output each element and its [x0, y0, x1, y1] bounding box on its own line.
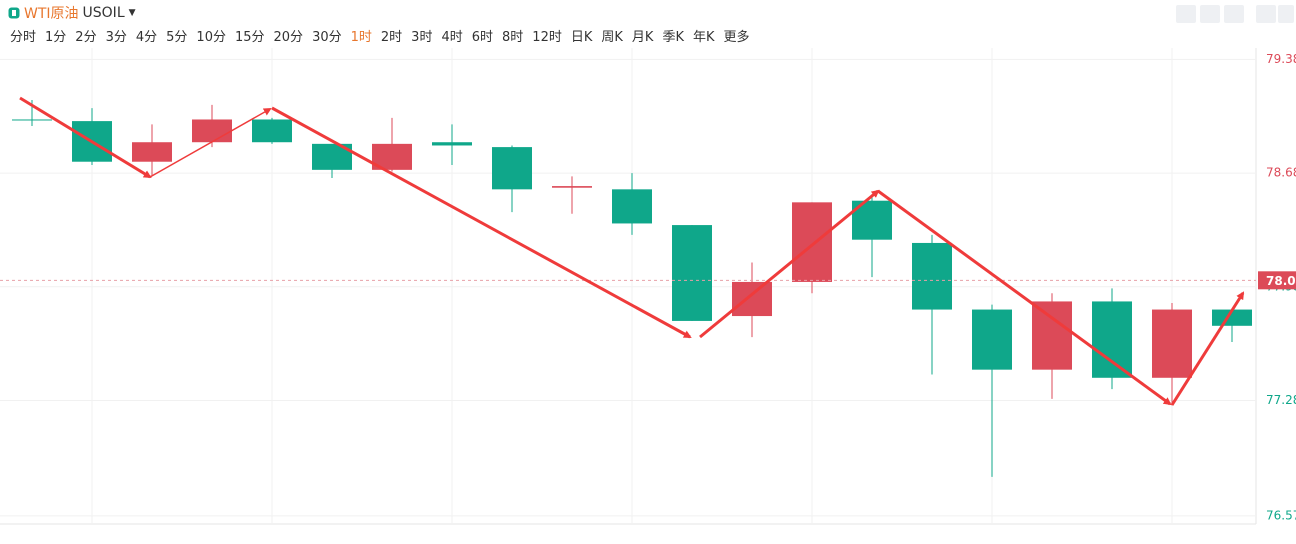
candle-body — [1092, 301, 1132, 378]
period-button[interactable]: 季K — [662, 30, 684, 45]
tool-icon[interactable] — [1224, 5, 1244, 23]
annotation-arrow — [699, 189, 880, 339]
period-button[interactable]: 1分 — [45, 30, 67, 45]
candle-body — [972, 309, 1012, 370]
annotation-arrow — [271, 106, 692, 339]
period-button[interactable]: 3时 — [411, 30, 433, 45]
tool-icon[interactable] — [1176, 5, 1196, 23]
candle-body — [192, 119, 232, 143]
annotation-arrow — [1170, 291, 1245, 406]
tool-icon[interactable] — [1200, 5, 1220, 23]
annotation-arrow — [19, 96, 152, 179]
candle-body — [1032, 301, 1072, 370]
period-button[interactable]: 2分 — [75, 30, 97, 45]
y-tick-label: 78.68 — [1266, 166, 1296, 180]
symbol-icon — [8, 7, 20, 19]
symbol-name: WTI原油 — [24, 6, 79, 22]
y-tick-label: 76.57 — [1266, 508, 1296, 522]
candle-body — [1152, 309, 1192, 378]
period-button[interactable]: 年K — [692, 30, 715, 45]
current-price-label: 78.02 — [1266, 274, 1296, 288]
period-button[interactable]: 4时 — [441, 30, 463, 45]
period-button[interactable]: 分时 — [10, 30, 37, 45]
candle-body — [552, 186, 592, 188]
period-button[interactable]: 2时 — [380, 30, 403, 45]
candle-body — [432, 142, 472, 146]
tool-icon[interactable] — [1256, 5, 1276, 23]
candle-body — [792, 202, 832, 282]
period-button[interactable]: 30分 — [312, 30, 342, 45]
candle-body — [12, 119, 52, 121]
period-bar: 分时 1分 2分 3分 4分 5分 10分 15分 20分 30分 1时 2时 3时 4时 6时 8时 12时日… — [10, 26, 750, 45]
period-button[interactable]: 5分 — [166, 30, 188, 45]
y-tick-label: 79.38 — [1266, 52, 1296, 66]
candle-body — [1212, 309, 1252, 326]
period-button[interactable]: 12时 — [532, 30, 562, 45]
annotation-arrow — [149, 108, 272, 178]
symbol-code: USOIL — [82, 5, 125, 21]
annotation-arrow — [877, 189, 1172, 406]
dropdown-caret: ▼ — [128, 8, 136, 18]
period-button[interactable]: 15分 — [234, 30, 265, 45]
period-button[interactable]: 更多 — [723, 30, 750, 45]
period-button[interactable]: 8时 — [502, 30, 524, 45]
candle-body — [492, 147, 532, 190]
period-button[interactable]: 4分 — [135, 30, 158, 45]
y-tick-label: 77.28 — [1266, 393, 1296, 407]
period-button[interactable]: 日K — [570, 30, 593, 45]
period-button[interactable]: 6时 — [471, 30, 494, 45]
symbol-header[interactable]: WTI原油 USOIL ▼ — [8, 3, 136, 23]
close-icon[interactable] — [1278, 5, 1294, 23]
candle-body — [912, 242, 952, 310]
candle-body — [252, 119, 292, 143]
candle-body — [732, 281, 772, 317]
period-button[interactable]: 20分 — [273, 30, 304, 45]
period-button[interactable]: 月K — [631, 30, 654, 45]
period-button[interactable]: 10分 — [196, 30, 226, 45]
period-button[interactable]: 1时 — [350, 30, 372, 45]
candle-body — [672, 225, 712, 321]
period-button[interactable]: 周K — [601, 30, 623, 45]
candle-body — [132, 142, 172, 162]
period-button[interactable]: 3分 — [105, 30, 127, 45]
candle-body — [612, 189, 652, 224]
toolbar: WTI原油 USOIL ▼ — [0, 0, 1296, 24]
current-price-box — [1258, 271, 1296, 290]
